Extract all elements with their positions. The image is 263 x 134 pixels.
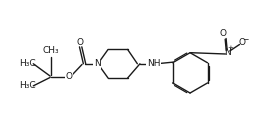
Text: H₃C: H₃C [19, 81, 36, 90]
Text: H₃C: H₃C [19, 59, 36, 68]
Text: O: O [219, 29, 226, 38]
Text: N: N [94, 59, 100, 68]
Text: O: O [65, 72, 73, 81]
Text: NH: NH [147, 59, 160, 68]
Text: CH₃: CH₃ [43, 46, 59, 55]
Text: O: O [239, 38, 246, 47]
Text: O: O [77, 38, 84, 47]
Text: −: − [242, 35, 248, 44]
Text: +: + [228, 45, 234, 51]
Text: N: N [224, 48, 231, 57]
